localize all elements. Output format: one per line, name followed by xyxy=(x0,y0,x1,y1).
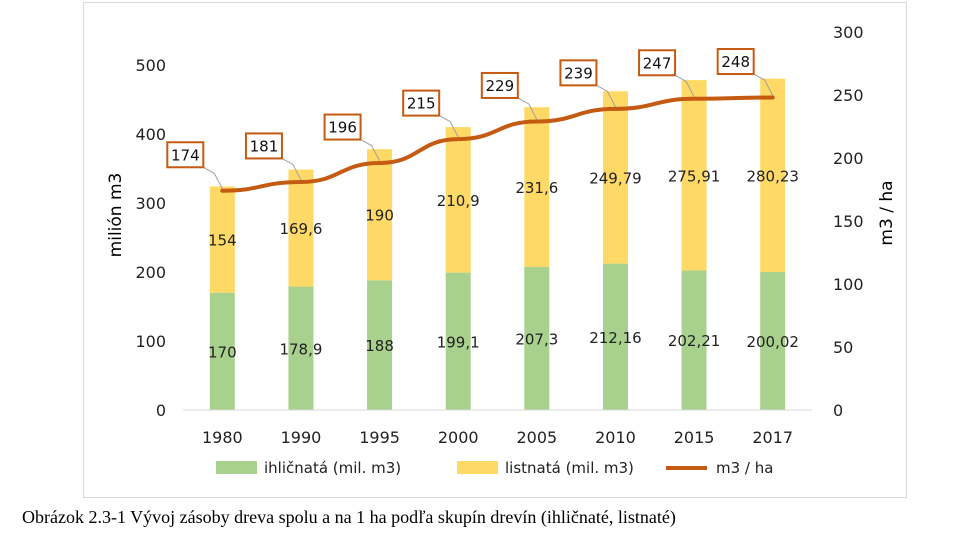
callout-box xyxy=(402,89,441,117)
bar-listnata xyxy=(681,80,707,271)
callout-box xyxy=(716,48,755,76)
data-label-listnata: 154 xyxy=(208,232,237,250)
data-label-ihlicnata: 212,16 xyxy=(589,329,642,347)
callout-box xyxy=(244,132,283,160)
x-tick-label: 2017 xyxy=(752,428,793,447)
line-m3-ha xyxy=(220,95,775,193)
bar-ihlicnata xyxy=(524,266,550,410)
callout-box xyxy=(166,141,205,169)
data-label-ihlicnata: 200,02 xyxy=(746,333,799,351)
data-label-listnata: 169,6 xyxy=(279,220,322,238)
bar-listnata xyxy=(445,127,471,273)
data-label-ihlicnata: 202,21 xyxy=(668,332,721,350)
bar-ihlicnata xyxy=(445,272,471,410)
labels-layer: 170 154 178,9 169,6 188 190 199,1 210,9 207,3 231… xyxy=(208,167,799,361)
data-label-m3-ha: 239 xyxy=(564,64,593,82)
data-label-listnata: 210,9 xyxy=(437,192,480,210)
data-label-m3-ha: 174 xyxy=(171,146,200,164)
figure-caption: Obrázok 2.3-1 Vývoj zásoby dreva spolu a… xyxy=(22,507,676,527)
bars-layer xyxy=(209,78,786,410)
legend-label-m3-ha: m3 / ha xyxy=(716,459,773,477)
bar-ihlicnata xyxy=(602,263,628,410)
y2-tick-label: 150 xyxy=(833,212,864,231)
bar-listnata xyxy=(524,107,550,267)
callout-box xyxy=(638,49,677,77)
data-label-ihlicnata: 207,3 xyxy=(515,330,558,348)
bar-listnata xyxy=(288,169,314,287)
line-layer: 174 181 196 215 229 239 247 248 xyxy=(166,48,775,193)
x-tick-label: 1990 xyxy=(281,428,322,447)
legend-label-ihlicnata: ihličnatá (mil. m3) xyxy=(264,459,401,477)
bar-ihlicnata xyxy=(288,286,314,410)
x-tick-label: 2000 xyxy=(438,428,479,447)
y-tick-label: 0 xyxy=(156,401,166,420)
y2-axis-title: m3 / ha xyxy=(877,180,897,245)
callout-leader xyxy=(281,158,302,181)
callout-leader xyxy=(674,74,695,98)
legend-layer: ihličnatá (mil. m3) listnatá (mil. m3) m3 … xyxy=(216,459,773,477)
legend-swatch-ihlicnata xyxy=(216,461,257,474)
data-label-m3-ha: 247 xyxy=(643,54,672,72)
chart: 170 154 178,9 169,6 188 190 199,1 210,9 207,3 231… xyxy=(106,23,897,477)
data-label-listnata: 190 xyxy=(365,207,394,225)
axes-layer: 1980 1990 1995 2000 2005 2010 2015 201701002003… xyxy=(106,23,897,447)
data-label-listnata: 231,6 xyxy=(515,179,558,197)
y-tick-label: 400 xyxy=(135,125,166,144)
callout-leader xyxy=(360,139,381,162)
data-label-ihlicnata: 199,1 xyxy=(437,333,480,351)
bar-ihlicnata xyxy=(209,292,235,410)
y2-tick-label: 100 xyxy=(833,275,864,294)
callout-leader xyxy=(517,97,538,120)
y-axis-title: milión m3 xyxy=(106,173,126,258)
y-tick-label: 500 xyxy=(135,56,166,75)
x-tick-label: 1995 xyxy=(359,428,400,447)
legend-swatch-listnata xyxy=(457,461,498,474)
data-label-ihlicnata: 188 xyxy=(365,337,394,355)
data-label-m3-ha: 196 xyxy=(328,119,357,137)
y-tick-label: 200 xyxy=(135,263,166,282)
callout-leader xyxy=(596,84,616,108)
bar-listnata xyxy=(760,78,786,272)
callout-box xyxy=(480,71,519,99)
callout-box xyxy=(323,113,362,141)
bar-ihlicnata xyxy=(681,270,707,410)
legend-label-listnata: listnatá (mil. m3) xyxy=(505,459,634,477)
y2-tick-label: 0 xyxy=(833,401,843,420)
chart-frame xyxy=(83,2,907,498)
data-label-m3-ha: 215 xyxy=(407,95,436,113)
bar-listnata xyxy=(367,149,393,281)
y-tick-label: 300 xyxy=(135,194,166,213)
x-tick-label: 2005 xyxy=(516,428,557,447)
data-label-m3-ha: 248 xyxy=(721,53,750,71)
data-label-ihlicnata: 170 xyxy=(208,343,237,361)
data-label-m3-ha: 181 xyxy=(250,137,279,155)
y2-tick-label: 200 xyxy=(833,149,864,168)
bar-ihlicnata xyxy=(760,271,786,410)
callout-leader xyxy=(203,166,223,189)
callout-leader xyxy=(753,73,774,96)
bar-listnata xyxy=(602,91,628,264)
callout-box xyxy=(559,59,598,87)
x-tick-label: 2010 xyxy=(595,428,636,447)
data-label-ihlicnata: 178,9 xyxy=(279,340,322,358)
y2-tick-label: 250 xyxy=(833,86,864,105)
y2-tick-label: 300 xyxy=(833,23,864,42)
x-tick-label: 1980 xyxy=(202,428,243,447)
data-label-m3-ha: 229 xyxy=(485,77,514,95)
data-label-listnata: 275,91 xyxy=(668,167,721,185)
y-tick-label: 100 xyxy=(135,332,166,351)
bar-ihlicnata xyxy=(367,280,393,410)
callout-leader xyxy=(438,115,459,138)
x-tick-label: 2015 xyxy=(674,428,715,447)
bar-listnata xyxy=(209,186,235,293)
data-label-listnata: 249,79 xyxy=(589,169,642,187)
data-label-listnata: 280,23 xyxy=(746,167,799,185)
y2-tick-label: 50 xyxy=(833,338,853,357)
